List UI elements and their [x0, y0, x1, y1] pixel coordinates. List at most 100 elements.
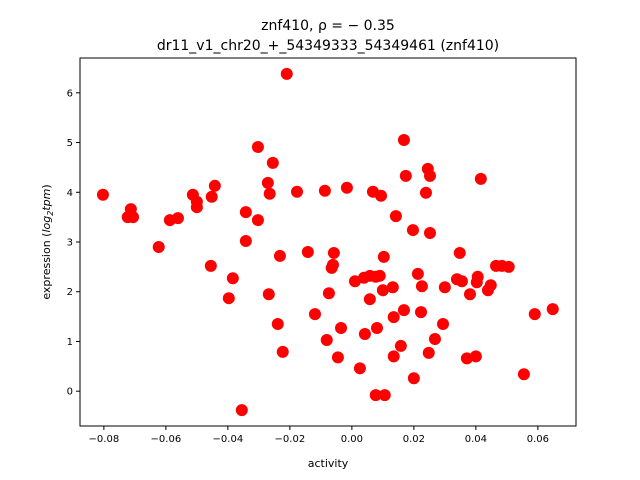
x-axis-ticks: −0.08 −0.06 −0.04 −0.02 0.00 0.02 0.04 0.06 — [89, 426, 549, 445]
data-point — [251, 214, 264, 227]
data-point — [411, 267, 424, 280]
x-tick-label: 0.02 — [403, 434, 425, 445]
data-point — [370, 322, 383, 335]
data-point — [481, 284, 494, 297]
y-tick-label: 6 — [67, 88, 73, 99]
y-tick-label: 0 — [67, 387, 73, 398]
data-point — [387, 311, 400, 324]
x-tick-label: −0.08 — [89, 434, 120, 445]
data-point — [378, 389, 391, 402]
x-axis-label: activity — [308, 457, 349, 470]
data-point — [528, 308, 541, 321]
y-axis-label: expression (log2tpm) — [40, 184, 55, 299]
data-point — [222, 292, 235, 305]
data-points — [96, 67, 559, 417]
y-tick-label: 2 — [67, 287, 73, 298]
data-point — [171, 212, 184, 225]
data-point — [394, 339, 407, 352]
data-point — [263, 187, 276, 200]
data-point — [251, 141, 264, 154]
data-point — [517, 368, 530, 381]
data-point — [363, 293, 376, 306]
data-point — [301, 245, 314, 258]
data-point — [327, 246, 340, 259]
data-point — [386, 281, 399, 294]
data-point — [266, 156, 279, 169]
y-tick-label: 1 — [67, 337, 73, 348]
data-point — [291, 185, 303, 198]
data-point — [335, 322, 348, 335]
x-tick-label: 0.04 — [465, 434, 487, 445]
data-point — [376, 284, 389, 297]
data-point — [407, 372, 420, 385]
data-point — [127, 211, 140, 224]
data-point — [455, 275, 468, 288]
data-point — [389, 210, 402, 223]
data-point — [235, 404, 248, 417]
x-tick-label: 0.00 — [341, 434, 363, 445]
chart-title-line2: dr11_v1_chr20_+_54349333_54349461 (znf41… — [157, 38, 499, 54]
data-point — [375, 189, 388, 202]
data-point — [419, 186, 432, 199]
data-point — [399, 169, 412, 182]
data-point — [280, 67, 293, 80]
y-axis-ticks: 0 1 2 3 4 5 6 — [67, 88, 80, 398]
data-point — [415, 306, 427, 319]
data-point — [422, 346, 435, 359]
data-point — [320, 333, 333, 346]
data-point — [474, 172, 487, 185]
data-point — [460, 352, 473, 365]
data-point — [226, 272, 239, 285]
data-point — [438, 281, 451, 294]
data-point — [369, 389, 382, 402]
data-point — [262, 288, 275, 301]
data-point — [276, 345, 289, 358]
data-point — [322, 287, 335, 300]
data-point — [190, 201, 203, 214]
data-point — [397, 134, 410, 147]
data-point — [423, 227, 436, 240]
data-point — [239, 235, 252, 248]
data-point — [353, 362, 366, 375]
data-point — [261, 176, 274, 189]
data-point — [377, 250, 390, 263]
data-point — [308, 308, 321, 321]
data-point — [152, 240, 165, 253]
data-point — [406, 224, 419, 237]
data-point — [239, 206, 252, 219]
y-tick-label: 3 — [67, 238, 73, 249]
data-point — [415, 280, 428, 293]
data-point — [205, 190, 218, 203]
x-tick-label: 0.06 — [527, 434, 549, 445]
x-tick-label: −0.02 — [275, 434, 306, 445]
data-point — [208, 179, 221, 192]
x-tick-label: −0.04 — [213, 434, 244, 445]
data-point — [437, 318, 450, 331]
data-point — [340, 181, 353, 194]
data-point — [204, 259, 217, 272]
data-point — [325, 261, 338, 274]
y-tick-label: 5 — [67, 138, 73, 149]
data-point — [96, 188, 109, 201]
data-point — [348, 275, 361, 288]
data-point — [423, 169, 436, 182]
data-point — [502, 260, 515, 273]
data-point — [546, 303, 559, 316]
data-point — [469, 350, 482, 363]
y-tick-label: 4 — [67, 188, 73, 199]
data-point — [273, 249, 286, 262]
data-point — [358, 328, 371, 340]
data-point — [453, 246, 466, 259]
data-point — [318, 184, 331, 197]
data-point — [271, 318, 284, 331]
data-point — [331, 351, 344, 364]
data-point — [463, 288, 476, 301]
data-point — [397, 304, 410, 317]
data-point — [373, 269, 386, 282]
data-point — [387, 350, 400, 363]
chart-title-line1: znf410, ρ = − 0.35 — [261, 18, 395, 34]
x-tick-label: −0.06 — [151, 434, 182, 445]
data-point — [428, 332, 441, 345]
data-point — [470, 276, 483, 289]
